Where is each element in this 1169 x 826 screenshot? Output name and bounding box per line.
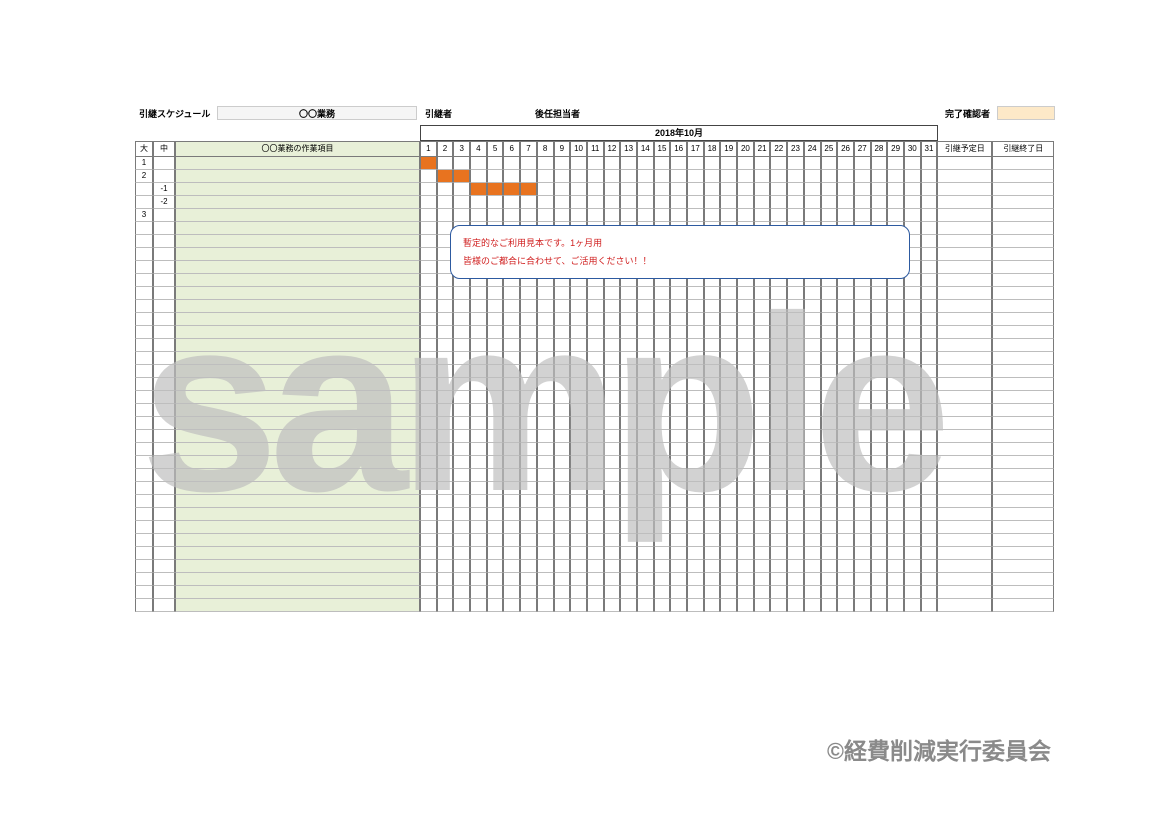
table-row (135, 391, 1055, 404)
col-day-26: 26 (837, 141, 854, 157)
col-day-25: 25 (821, 141, 838, 157)
table-row (135, 404, 1055, 417)
col-day-2: 2 (437, 141, 454, 157)
header-row: 引継スケジュール 〇〇業務 引継者 後任担当者 完了確認者 (135, 105, 1055, 121)
table-row (135, 365, 1055, 378)
handover-label: 引継者 (421, 107, 461, 120)
column-header-row: 大中〇〇業務の作業項目12345678910111213141516171819… (135, 141, 1055, 157)
col-day-29: 29 (887, 141, 904, 157)
col-day-17: 17 (687, 141, 704, 157)
table-row (135, 534, 1055, 547)
col-day-11: 11 (587, 141, 604, 157)
col-day-15: 15 (654, 141, 671, 157)
table-row (135, 560, 1055, 573)
calendar-title: 2018年10月 (420, 125, 938, 141)
table-row (135, 430, 1055, 443)
table-row (135, 443, 1055, 456)
schedule-sheet: 引継スケジュール 〇〇業務 引継者 後任担当者 完了確認者 2018年10月 大… (135, 105, 1055, 612)
table-row (135, 313, 1055, 326)
copyright-text: ©経費削減実行委員会 (827, 732, 1051, 766)
table-row (135, 326, 1055, 339)
table-row (135, 599, 1055, 612)
table-row (135, 300, 1055, 313)
col-day-10: 10 (570, 141, 587, 157)
col-day-16: 16 (670, 141, 687, 157)
col-item-header: 〇〇業務の作業項目 (175, 141, 420, 157)
table-row (135, 417, 1055, 430)
col-day-5: 5 (487, 141, 504, 157)
table-row (135, 547, 1055, 560)
table-row: -1 (135, 183, 1055, 196)
table-row: 1 (135, 157, 1055, 170)
table-row (135, 378, 1055, 391)
col-day-18: 18 (704, 141, 721, 157)
col-day-9: 9 (554, 141, 571, 157)
schedule-label: 引継スケジュール (135, 107, 217, 120)
col-day-28: 28 (871, 141, 888, 157)
col-day-8: 8 (537, 141, 554, 157)
table-row (135, 495, 1055, 508)
col-day-27: 27 (854, 141, 871, 157)
col-dai: 大 (135, 141, 153, 157)
col-day-22: 22 (770, 141, 787, 157)
note-line-2: 皆様のご都合に合わせて、ご活用ください！！ (463, 252, 897, 270)
col-day-1: 1 (420, 141, 437, 157)
table-row (135, 586, 1055, 599)
table-row (135, 521, 1055, 534)
table-row (135, 573, 1055, 586)
table-row (135, 339, 1055, 352)
col-day-21: 21 (754, 141, 771, 157)
col-day-19: 19 (720, 141, 737, 157)
table-row (135, 456, 1055, 469)
col-done-date: 引継終了日 (992, 141, 1054, 157)
col-plan-date: 引継予定日 (937, 141, 992, 157)
col-day-7: 7 (520, 141, 537, 157)
table-row: 3 (135, 209, 1055, 222)
gyomu-value: 〇〇業務 (217, 106, 417, 120)
col-day-13: 13 (620, 141, 637, 157)
confirmer-label: 完了確認者 (941, 107, 997, 120)
calendar-title-row: 2018年10月 (135, 125, 1055, 141)
col-day-6: 6 (503, 141, 520, 157)
note-line-1: 暫定的なご利用見本です。1ヶ月用 (463, 234, 897, 252)
table-row (135, 508, 1055, 521)
col-day-23: 23 (787, 141, 804, 157)
table-row: 2 (135, 170, 1055, 183)
col-day-20: 20 (737, 141, 754, 157)
col-day-30: 30 (904, 141, 921, 157)
table-row (135, 469, 1055, 482)
col-day-3: 3 (453, 141, 470, 157)
table-row: -2 (135, 196, 1055, 209)
col-day-4: 4 (470, 141, 487, 157)
successor-label: 後任担当者 (531, 107, 591, 120)
confirmer-box (997, 106, 1055, 120)
note-callout: 暫定的なご利用見本です。1ヶ月用 皆様のご都合に合わせて、ご活用ください！！ (450, 225, 910, 279)
col-day-14: 14 (637, 141, 654, 157)
col-day-12: 12 (604, 141, 621, 157)
table-row (135, 352, 1055, 365)
col-day-24: 24 (804, 141, 821, 157)
table-row (135, 482, 1055, 495)
col-chu: 中 (153, 141, 175, 157)
col-day-31: 31 (921, 141, 938, 157)
table-row (135, 287, 1055, 300)
